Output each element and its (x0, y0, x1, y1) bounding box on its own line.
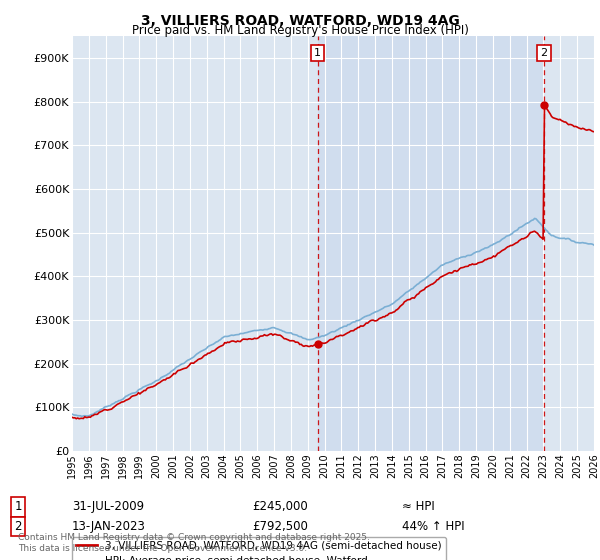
Text: 31-JUL-2009: 31-JUL-2009 (72, 500, 144, 514)
Text: Price paid vs. HM Land Registry's House Price Index (HPI): Price paid vs. HM Land Registry's House … (131, 24, 469, 37)
Text: £792,500: £792,500 (252, 520, 308, 533)
Text: Contains HM Land Registry data © Crown copyright and database right 2025.
This d: Contains HM Land Registry data © Crown c… (18, 533, 370, 553)
Text: ≈ HPI: ≈ HPI (402, 500, 435, 514)
Text: 2: 2 (14, 520, 22, 533)
Text: 1: 1 (14, 500, 22, 514)
Text: 44% ↑ HPI: 44% ↑ HPI (402, 520, 464, 533)
Text: 2: 2 (541, 48, 548, 58)
Text: 13-JAN-2023: 13-JAN-2023 (72, 520, 146, 533)
Bar (317, 36, 544, 451)
Legend: 3, VILLIERS ROAD, WATFORD, WD19 4AG (semi-detached house), HPI: Average price, s: 3, VILLIERS ROAD, WATFORD, WD19 4AG (sem… (72, 537, 446, 560)
Text: 3, VILLIERS ROAD, WATFORD, WD19 4AG: 3, VILLIERS ROAD, WATFORD, WD19 4AG (140, 14, 460, 28)
Text: £245,000: £245,000 (252, 500, 308, 514)
Text: 1: 1 (314, 48, 321, 58)
